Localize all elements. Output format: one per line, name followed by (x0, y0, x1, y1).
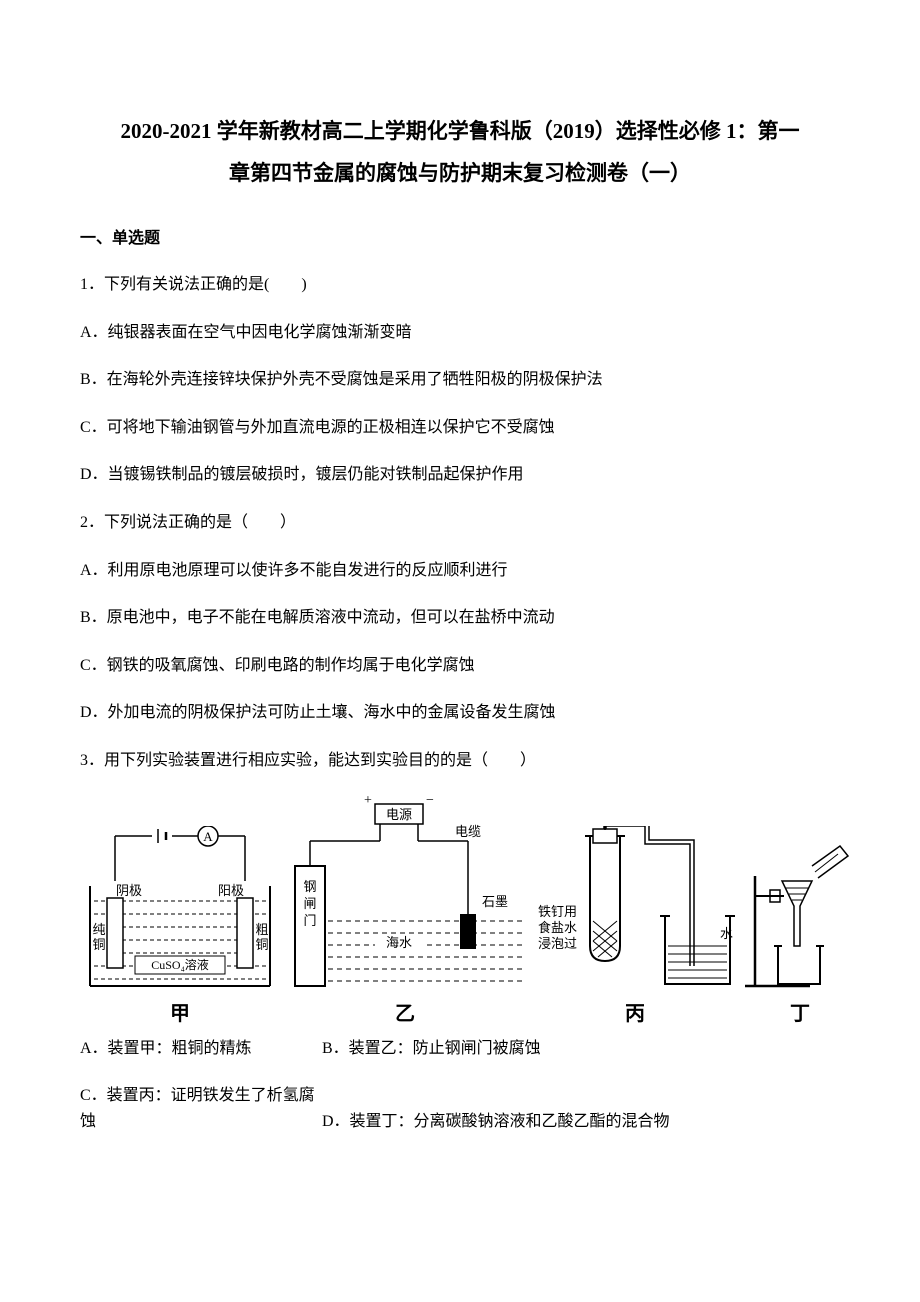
svg-text:CuSO₄溶液: CuSO₄溶液 (151, 957, 209, 972)
diagram-bing-svg: 水 铁钉用 食盐水 浸泡过 (530, 826, 740, 991)
page-content: 2020-2021 学年新教材高二上学期化学鲁科版（2019）选择性必修 1：第… (0, 0, 920, 1216)
document-title: 2020-2021 学年新教材高二上学期化学鲁科版（2019）选择性必修 1：第… (80, 110, 840, 194)
svg-text:水: 水 (720, 926, 733, 941)
diagram-yi: 电源 + − 电缆 钢 闸 门 石墨 (280, 796, 530, 1026)
title-line-2: 章第四节金属的腐蚀与防护期末复习检测卷（一） (80, 152, 840, 194)
q3-option-b: B．装置乙：防止钢闸门被腐蚀 (322, 1036, 541, 1062)
svg-text:电源: 电源 (386, 807, 412, 822)
svg-text:浸泡过: 浸泡过 (538, 936, 577, 951)
q1-option-a: A．纯银器表面在空气中因电化学腐蚀渐渐变暗 (80, 320, 840, 346)
diagram-jia-svg: A 阴极 阳极 (80, 826, 280, 991)
svg-text:门: 门 (303, 913, 316, 928)
svg-text:闸: 闸 (303, 896, 316, 911)
q1-option-b: B．在海轮外壳连接锌块保护外壳不受腐蚀是采用了牺牲阳极的阴极保护法 (80, 367, 840, 393)
diagram-jia: A 阴极 阳极 (80, 826, 280, 1026)
label-ding: 丁 (790, 997, 810, 1026)
svg-text:阳极: 阳极 (218, 883, 244, 898)
svg-text:石墨: 石墨 (482, 894, 508, 909)
diagram-ding-svg (740, 826, 860, 991)
svg-text:+: + (364, 796, 372, 808)
q3-options-row2: C．装置丙：证明铁发生了析氢腐蚀 D．装置丁：分离碳酸钠溶液和乙酸乙酯的混合物 (80, 1083, 840, 1134)
svg-text:铜: 铜 (255, 937, 268, 952)
svg-text:A: A (203, 829, 213, 844)
diagram-row: A 阴极 阳极 (80, 796, 840, 1026)
q2-option-d: D．外加电流的阴极保护法可防止土壤、海水中的金属设备发生腐蚀 (80, 700, 840, 726)
q3-stem: 3．用下列实验装置进行相应实验，能达到实验目的的是（ ） (80, 748, 840, 774)
svg-text:海水: 海水 (386, 935, 412, 950)
svg-text:铁钉用: 铁钉用 (538, 904, 577, 919)
svg-text:粗: 粗 (255, 922, 268, 937)
label-yi: 乙 (395, 997, 415, 1026)
svg-text:铜: 铜 (92, 937, 105, 952)
q3-option-a: A．装置甲：粗铜的精炼 (80, 1036, 318, 1062)
q3-option-c: C．装置丙：证明铁发生了析氢腐蚀 (80, 1083, 318, 1134)
svg-text:纯: 纯 (92, 922, 105, 937)
q2-stem: 2．下列说法正确的是（ ） (80, 510, 840, 536)
q1-stem: 1．下列有关说法正确的是( ) (80, 272, 840, 298)
q3-option-d: D．装置丁：分离碳酸钠溶液和乙酸乙酯的混合物 (322, 1109, 670, 1135)
q1-option-d: D．当镀锡铁制品的镀层破损时，镀层仍能对铁制品起保护作用 (80, 462, 840, 488)
q2-option-b: B．原电池中，电子不能在电解质溶液中流动，但可以在盐桥中流动 (80, 605, 840, 631)
q3-options-row1: A．装置甲：粗铜的精炼 B．装置乙：防止钢闸门被腐蚀 (80, 1036, 840, 1062)
svg-text:电缆: 电缆 (455, 824, 481, 839)
svg-text:食盐水: 食盐水 (538, 920, 577, 935)
label-bing: 丙 (625, 997, 645, 1026)
q2-option-a: A．利用原电池原理可以使许多不能自发进行的反应顺利进行 (80, 558, 840, 584)
section-heading: 一、单选题 (80, 224, 840, 248)
title-line-1: 2020-2021 学年新教材高二上学期化学鲁科版（2019）选择性必修 1：第… (80, 110, 840, 152)
q2-option-c: C．钢铁的吸氧腐蚀、印刷电路的制作均属于电化学腐蚀 (80, 653, 840, 679)
diagram-bing: 水 铁钉用 食盐水 浸泡过 丙 (530, 826, 740, 1026)
svg-text:−: − (426, 796, 434, 808)
diagram-yi-svg: 电源 + − 电缆 钢 闸 门 石墨 (280, 796, 530, 991)
svg-text:钢: 钢 (303, 879, 316, 894)
diagram-ding: 丁 (740, 826, 860, 1026)
svg-text:阴极: 阴极 (116, 883, 142, 898)
label-jia: 甲 (170, 997, 190, 1026)
q1-option-c: C．可将地下输油钢管与外加直流电源的正极相连以保护它不受腐蚀 (80, 415, 840, 441)
